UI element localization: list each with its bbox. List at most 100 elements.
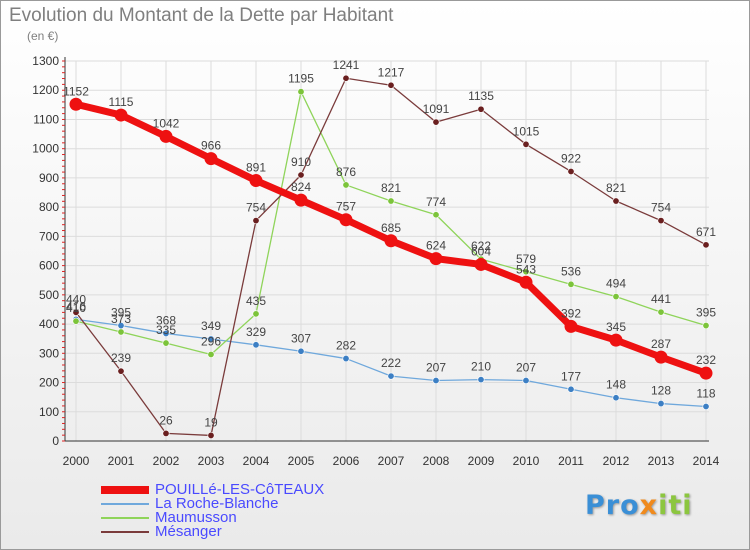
x-tick-label: 2012 — [603, 454, 630, 468]
data-point — [207, 350, 215, 358]
legend-swatch — [101, 531, 149, 533]
data-label: 440 — [66, 292, 86, 306]
data-label: 1135 — [468, 89, 494, 103]
data-point — [432, 211, 440, 219]
legend-swatch — [101, 503, 149, 505]
x-tick-label: 2006 — [333, 454, 360, 468]
data-point — [567, 385, 575, 393]
legend-label: La Roche-Blanche — [155, 495, 279, 512]
data-label: 368 — [156, 313, 176, 327]
data-point — [522, 140, 530, 148]
data-point — [699, 366, 713, 380]
data-point — [69, 97, 83, 111]
data-label: 395 — [696, 306, 716, 320]
x-tick-label: 2004 — [243, 454, 270, 468]
data-label: 671 — [696, 225, 716, 239]
x-tick-label: 2008 — [423, 454, 450, 468]
data-point — [162, 329, 170, 337]
y-tick-label: 1200 — [32, 83, 59, 97]
data-point — [252, 310, 260, 318]
data-label: 876 — [336, 165, 356, 179]
data-label: 1241 — [333, 58, 360, 72]
data-point — [342, 181, 350, 189]
y-tick-label: 400 — [39, 317, 59, 331]
data-point — [342, 74, 350, 82]
data-point — [429, 252, 443, 266]
data-point — [249, 174, 263, 188]
data-label: 222 — [381, 356, 401, 370]
data-label: 757 — [336, 200, 356, 214]
data-point — [564, 319, 578, 333]
data-label: 774 — [426, 195, 446, 209]
x-tick-label: 2005 — [288, 454, 315, 468]
data-point — [477, 376, 485, 384]
logo-part: Pro — [585, 490, 640, 521]
data-label: 435 — [246, 294, 266, 308]
data-point — [387, 81, 395, 89]
data-label: 287 — [651, 337, 671, 351]
data-label: 335 — [156, 323, 176, 337]
data-point — [612, 197, 620, 205]
x-tick-label: 2009 — [468, 454, 495, 468]
data-label: 1195 — [288, 72, 314, 86]
data-point — [609, 333, 623, 347]
data-point — [657, 308, 665, 316]
chart-title: Evolution du Montant de la Dette par Hab… — [9, 5, 394, 26]
data-label: 410 — [66, 301, 86, 315]
y-tick-label: 700 — [39, 229, 59, 243]
data-label: 821 — [606, 181, 626, 195]
data-point — [162, 339, 170, 347]
data-label: 282 — [336, 339, 356, 353]
data-point — [114, 108, 128, 122]
data-point — [297, 347, 305, 355]
data-label: 821 — [381, 181, 401, 195]
data-point — [702, 241, 710, 249]
data-point — [72, 317, 80, 325]
y-tick-label: 100 — [39, 405, 59, 419]
data-point — [297, 171, 305, 179]
data-point — [207, 431, 215, 439]
x-tick-label: 2007 — [378, 454, 405, 468]
data-label: 118 — [696, 387, 715, 401]
data-point — [657, 400, 665, 408]
data-point — [702, 403, 710, 411]
data-label: 1091 — [423, 102, 450, 116]
data-point — [477, 105, 485, 113]
y-tick-label: 1300 — [32, 54, 59, 68]
y-tick-label: 0 — [52, 434, 59, 448]
data-label: 19 — [204, 415, 218, 429]
data-label: 416 — [66, 299, 86, 313]
x-tick-label: 2000 — [63, 454, 90, 468]
data-point — [522, 268, 530, 276]
y-tick-label: 600 — [39, 259, 59, 273]
data-point — [567, 167, 575, 175]
y-tick-label: 1100 — [33, 112, 59, 126]
data-label: 754 — [651, 201, 671, 215]
data-label: 349 — [201, 319, 221, 333]
data-label: 494 — [606, 277, 626, 291]
data-label: 910 — [291, 155, 311, 169]
data-point — [204, 152, 218, 166]
data-point — [72, 308, 80, 316]
data-label: 148 — [606, 378, 626, 392]
data-point — [432, 118, 440, 126]
data-point — [612, 293, 620, 301]
logo-part: iti — [658, 490, 693, 521]
x-tick-label: 2002 — [153, 454, 180, 468]
data-point — [252, 217, 260, 225]
data-point — [294, 193, 308, 207]
y-tick-label: 1000 — [32, 142, 59, 156]
data-point — [159, 129, 173, 143]
data-label: 239 — [111, 351, 131, 365]
data-label: 1042 — [153, 116, 180, 130]
logo-part: x — [639, 490, 659, 521]
data-label: 26 — [159, 413, 173, 427]
data-point — [612, 394, 620, 402]
data-label: 329 — [246, 325, 266, 339]
data-label: 232 — [696, 353, 716, 367]
x-tick-label: 2001 — [108, 454, 135, 468]
x-tick-label: 2014 — [693, 454, 720, 468]
data-label: 754 — [246, 201, 266, 215]
y-tick-label: 200 — [39, 376, 59, 390]
